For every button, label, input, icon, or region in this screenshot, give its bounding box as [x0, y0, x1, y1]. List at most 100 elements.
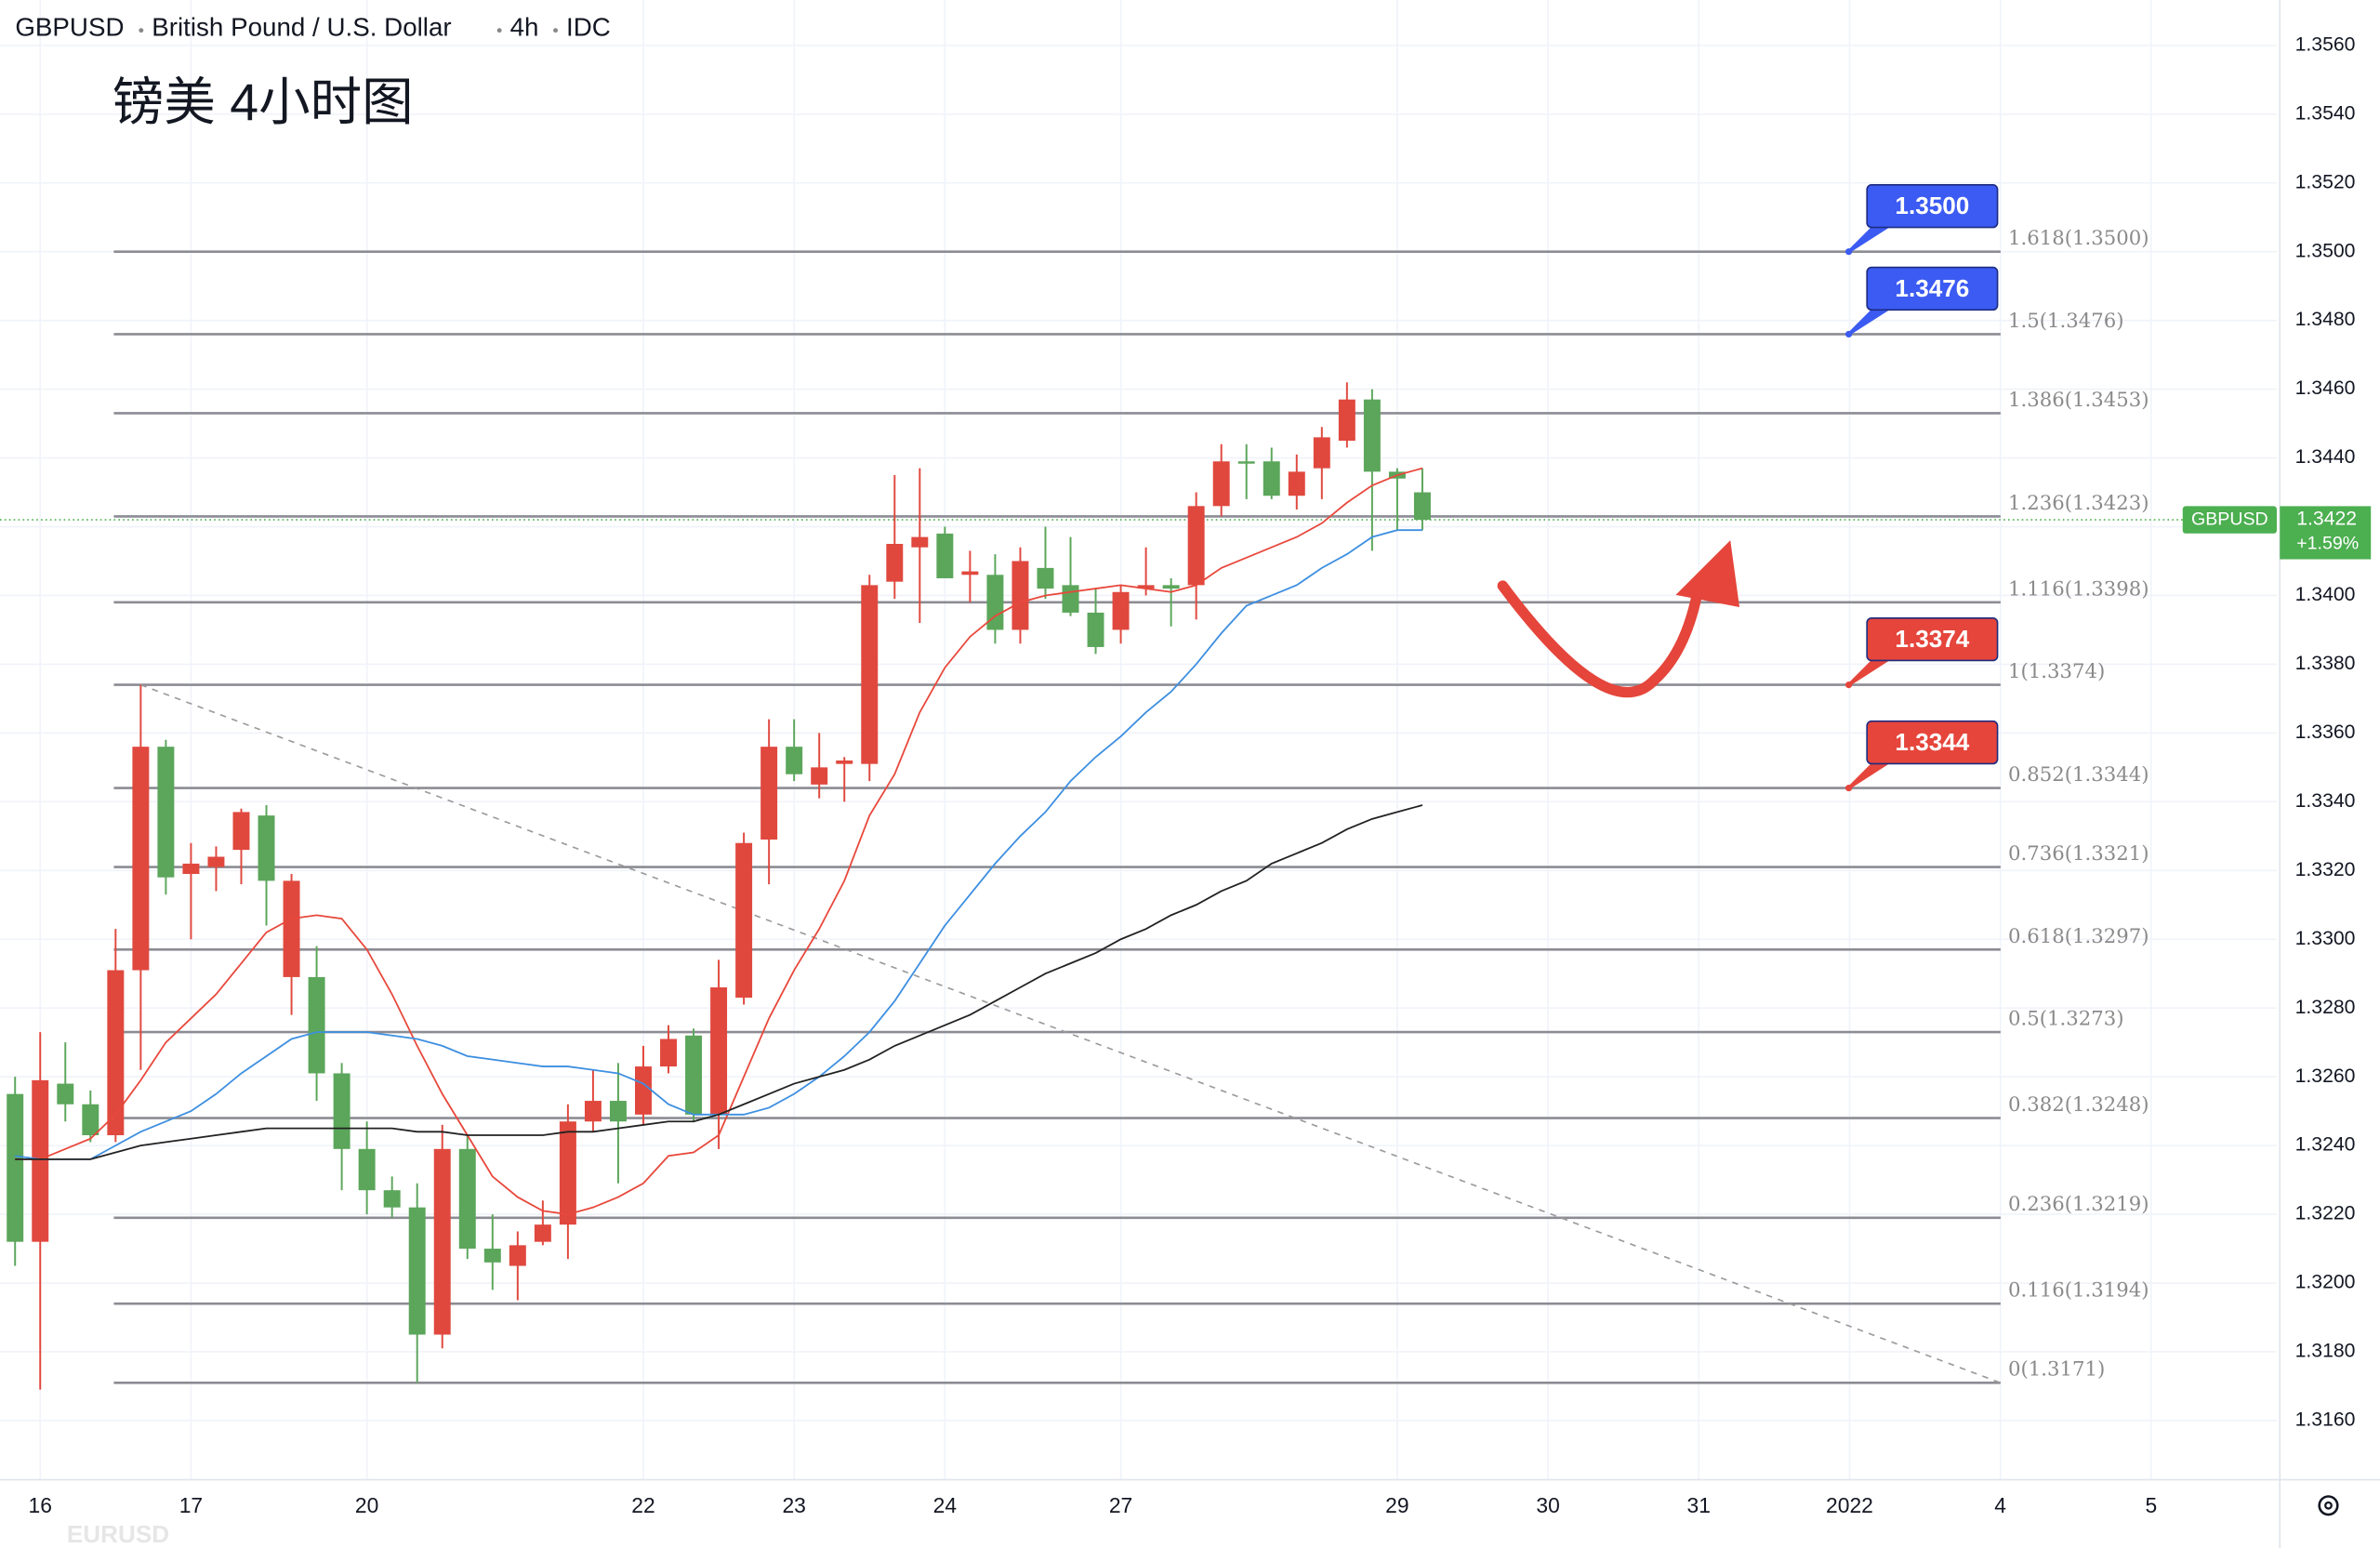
- callout-box: [1866, 720, 1999, 765]
- candle-body: [811, 767, 828, 785]
- fib-label: 1.116(1.3398): [2008, 577, 2149, 601]
- y-tick-label: 1.3500: [2295, 240, 2356, 261]
- fib-label: 0.382(1.3248): [2008, 1093, 2149, 1117]
- gear[interactable]: [2318, 1495, 2339, 1516]
- candle-body: [1212, 461, 1230, 507]
- fib-label: 1.236(1.3423): [2008, 492, 2149, 515]
- fib-label: 1.386(1.3453): [2008, 389, 2149, 412]
- fib-levels: [0, 250, 2277, 1384]
- candle-body: [433, 1148, 451, 1335]
- candle-body: [584, 1101, 602, 1122]
- moving-average: [15, 467, 1423, 1215]
- gear-center[interactable]: [2324, 1501, 2333, 1510]
- fib-label: 0.736(1.3321): [2008, 842, 2149, 866]
- candle-body: [786, 747, 803, 774]
- price-tag-label: 1.3422: [2296, 509, 2357, 530]
- symbol-tag-label: GBPUSD: [2191, 509, 2268, 529]
- candle-body: [308, 976, 325, 1074]
- candle-body: [157, 747, 175, 878]
- y-tick-label: 1.3460: [2295, 377, 2356, 399]
- x-tick-label: 30: [1536, 1493, 1559, 1517]
- candle-body: [710, 987, 728, 1115]
- description: British Pound / U.S. Dollar: [152, 12, 451, 41]
- y-tick-label: 1.3480: [2295, 309, 2356, 330]
- fib-label: 1.618(1.3500): [2008, 227, 2149, 250]
- candle-body: [1413, 492, 1431, 521]
- candle-body: [132, 747, 150, 971]
- candle-body: [383, 1190, 401, 1208]
- candle-body: [609, 1101, 627, 1122]
- y-tick-label: 1.3200: [2295, 1272, 2356, 1293]
- candle-body: [1137, 585, 1155, 589]
- candle-body: [1162, 585, 1180, 589]
- candle-body: [57, 1083, 74, 1105]
- candle-body: [82, 1104, 99, 1136]
- callout-box: [1866, 616, 1999, 662]
- trend-line: [140, 683, 2001, 1384]
- candle-body: [1012, 561, 1029, 630]
- fib-label: 1(1.3374): [2008, 660, 2105, 683]
- callout-pointer: [1847, 759, 1897, 789]
- x-tick-label: 23: [782, 1493, 805, 1517]
- source: IDC: [566, 12, 611, 41]
- x-tick-label: 16: [29, 1493, 52, 1517]
- candle-body: [760, 747, 778, 840]
- arrow-head: [1675, 540, 1740, 607]
- fib-label: 0(1.3171): [2008, 1358, 2105, 1382]
- candle-body: [107, 970, 125, 1136]
- callout-label: 1.3344: [1895, 728, 1969, 756]
- y-tick-label: 1.3220: [2295, 1203, 2356, 1224]
- candle-body: [1363, 399, 1381, 472]
- separator: [496, 28, 502, 33]
- change-label: +1.59%: [2296, 533, 2359, 553]
- callout-label: 1.3476: [1895, 274, 1969, 302]
- candle-body: [1112, 591, 1130, 630]
- y-tick-label: 1.3520: [2295, 171, 2356, 192]
- candle-body: [283, 880, 300, 977]
- callout-box: [1866, 184, 1999, 229]
- fib-label: 0.236(1.3219): [2008, 1193, 2149, 1216]
- moving-average: [15, 804, 1423, 1160]
- callout-pointer: [1847, 655, 1897, 686]
- candle-body: [7, 1093, 24, 1242]
- candle-body: [961, 571, 979, 576]
- candle-body: [936, 533, 954, 578]
- candle-body: [1062, 585, 1079, 613]
- candle-body: [685, 1035, 703, 1115]
- separator: [553, 28, 558, 33]
- price-tag: [2280, 506, 2372, 560]
- candle-body: [1187, 506, 1205, 586]
- x-tick-label: 4: [1994, 1493, 2006, 1517]
- fib-label: 0.116(1.3194): [2008, 1279, 2149, 1303]
- fib-label: 0.852(1.3344): [2008, 763, 2149, 787]
- y-tick-label: 1.3340: [2295, 790, 2356, 812]
- x-tick-label: 24: [933, 1493, 958, 1517]
- candle-body: [534, 1224, 551, 1242]
- candle-body: [986, 575, 1004, 630]
- x-tick-label: 29: [1385, 1493, 1408, 1517]
- annotation: 镑美 4小时图: [112, 73, 414, 131]
- candle-body: [333, 1073, 350, 1149]
- y-tick-label: 1.3260: [2295, 1065, 2356, 1087]
- callout-label: 1.3500: [1895, 192, 1969, 219]
- callout-pointer: [1847, 222, 1897, 254]
- x-tick-label: 2022: [1826, 1493, 1873, 1517]
- candle-body: [1338, 399, 1355, 442]
- settings-icon[interactable]: [2318, 1495, 2339, 1516]
- candle-body: [1313, 437, 1330, 469]
- candle-body: [836, 760, 853, 764]
- x-tick-label: 17: [179, 1493, 203, 1517]
- candle-body: [735, 842, 753, 999]
- candle-body: [32, 1079, 49, 1242]
- y-tick-label: 1.3380: [2295, 653, 2356, 674]
- y-tick-label: 1.3300: [2295, 928, 2356, 949]
- candle-body: [1237, 461, 1255, 464]
- y-tick-label: 1.3280: [2295, 997, 2356, 1018]
- arrow-curve: [1497, 580, 1703, 698]
- separator: [139, 28, 144, 33]
- candle-body: [408, 1207, 426, 1335]
- candle-body: [1037, 567, 1054, 589]
- candle-body: [232, 812, 250, 851]
